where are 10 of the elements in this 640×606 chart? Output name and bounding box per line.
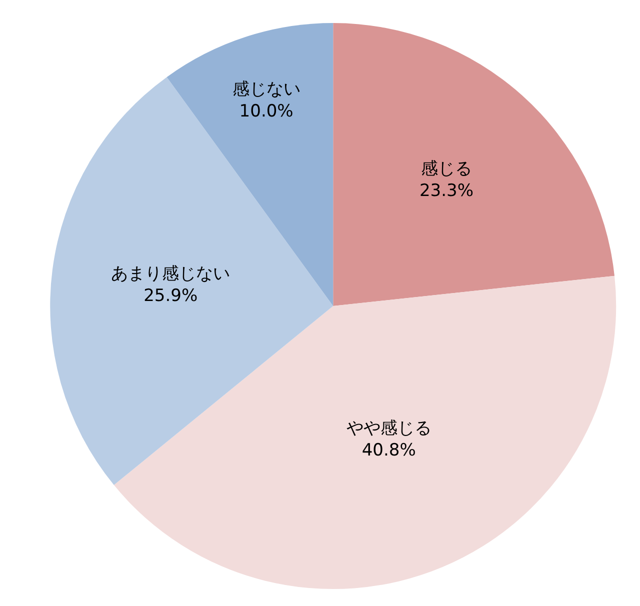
slice-label: あまり感じない	[111, 264, 230, 284]
slice-label: 感じる	[420, 158, 472, 179]
data-label: 23.3%	[419, 180, 474, 201]
slice-label: やや感じる	[346, 418, 432, 438]
data-label: 25.9%	[144, 286, 198, 306]
slice-label: 感じない	[232, 79, 300, 100]
pie-slice	[50, 77, 334, 486]
data-label: 40.8%	[362, 440, 416, 460]
data-label: 10.0%	[239, 101, 294, 122]
pie-slice	[333, 23, 615, 306]
